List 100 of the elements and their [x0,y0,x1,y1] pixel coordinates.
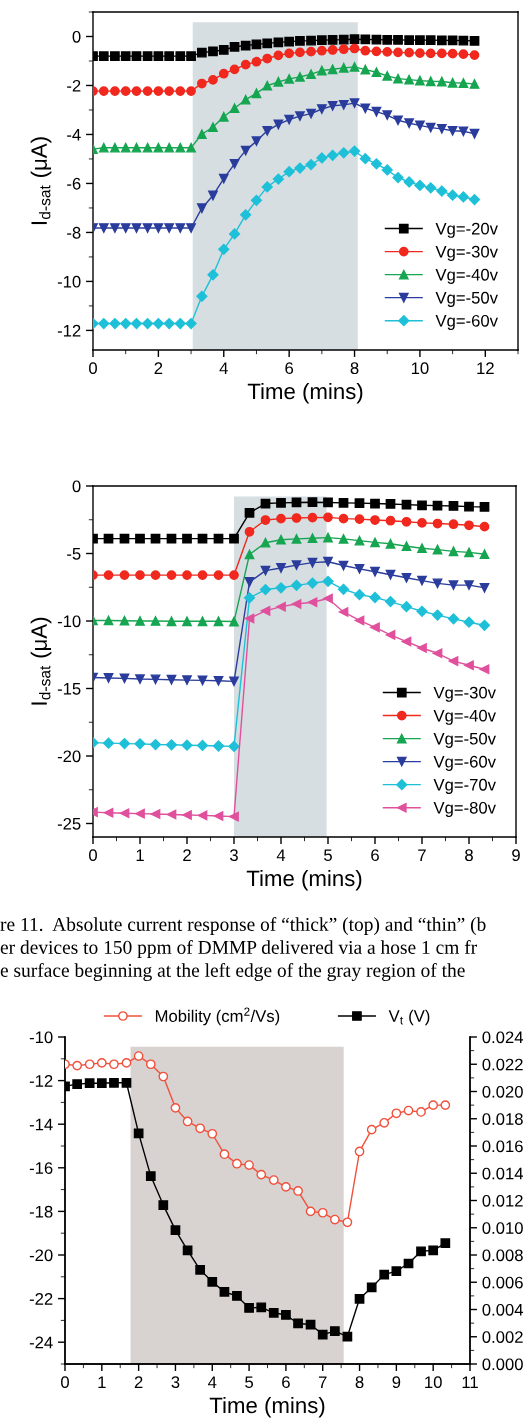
point [118,737,131,750]
x-tick-label: 8 [355,1376,364,1389]
point [103,570,114,580]
text: re 11. Absolute current response of “thick” (top) and “thin” (b [0,917,486,935]
point [120,223,131,233]
point [244,508,255,518]
point [96,1078,107,1089]
point [131,86,142,96]
legend-label: Vg=-20v [435,222,498,238]
point [291,534,302,544]
point [401,636,412,647]
point [196,290,208,302]
point [349,34,360,45]
point [371,67,382,78]
point [208,122,218,132]
y-tick-label: -10 [29,1031,53,1044]
point [323,556,333,567]
x-tick-label: 4 [276,849,286,861]
point [447,77,458,88]
point [141,317,154,330]
point [415,120,425,131]
point [120,142,131,153]
point [354,1146,365,1157]
point [305,158,317,171]
point [207,1276,218,1287]
point [448,519,459,530]
y-tick-label: -18 [29,1205,53,1218]
point [110,51,120,61]
x-tick-label: 7 [418,849,426,861]
point [121,1077,132,1088]
y2-tick-label: 0.024 [482,1031,524,1044]
point [84,1059,95,1070]
point [393,47,403,58]
point [425,35,436,46]
point [103,615,114,626]
point [195,1123,205,1134]
point [251,39,262,50]
y-tick-label: -8 [67,226,81,239]
point [379,1269,390,1280]
point [135,616,145,626]
x-tick-label: 3 [230,849,238,862]
point [102,737,115,749]
point [195,1264,205,1275]
point [182,616,192,627]
point [119,673,130,684]
point [262,80,273,91]
point [186,86,196,96]
point [447,48,458,59]
x-tick-label: 2 [134,1376,143,1388]
point [307,557,318,568]
point [382,110,393,120]
point [447,125,458,136]
legend-label: Vg=-80v [433,801,496,817]
point [370,498,380,509]
point [268,1307,279,1318]
y-tick-label: -16 [29,1162,53,1174]
point [150,570,161,580]
point [244,549,255,560]
y2-tick-label: 0.010 [482,1222,523,1234]
point [366,1282,377,1293]
legend-label: Vg=-50v [433,732,496,748]
point [338,99,349,110]
point [338,62,349,73]
point [327,35,338,45]
point [425,122,436,133]
legend-label: Vg=-50v [435,291,498,307]
point [404,74,414,85]
point [251,136,262,146]
y-axis-title: I$_{d-sat}$ (μA) [30,617,52,705]
point [150,616,161,626]
point [306,46,316,57]
x-tick-label: 11 [462,1376,478,1388]
point [464,501,474,512]
point [276,601,286,612]
x-tick-label: 0 [89,849,97,862]
point [295,47,305,58]
y-tick-label: -10 [57,275,81,288]
point [385,538,396,549]
point [436,35,447,46]
point [404,118,414,129]
point [229,41,240,52]
point [448,656,459,666]
y-tick-label: -10 [57,615,81,628]
point [109,317,121,330]
point [261,181,273,193]
point [182,675,192,685]
point [354,514,365,524]
point [98,223,109,233]
point [244,526,255,537]
x-tick-label: 10 [411,362,429,375]
point [276,513,286,524]
y2-tick-label: 0.022 [482,1058,523,1071]
y2-tick-label: 0.004 [482,1303,524,1316]
point [153,223,164,233]
point [175,51,186,61]
point [360,45,371,56]
point [316,104,327,114]
point [295,36,305,46]
point [431,609,444,621]
point [218,243,230,255]
